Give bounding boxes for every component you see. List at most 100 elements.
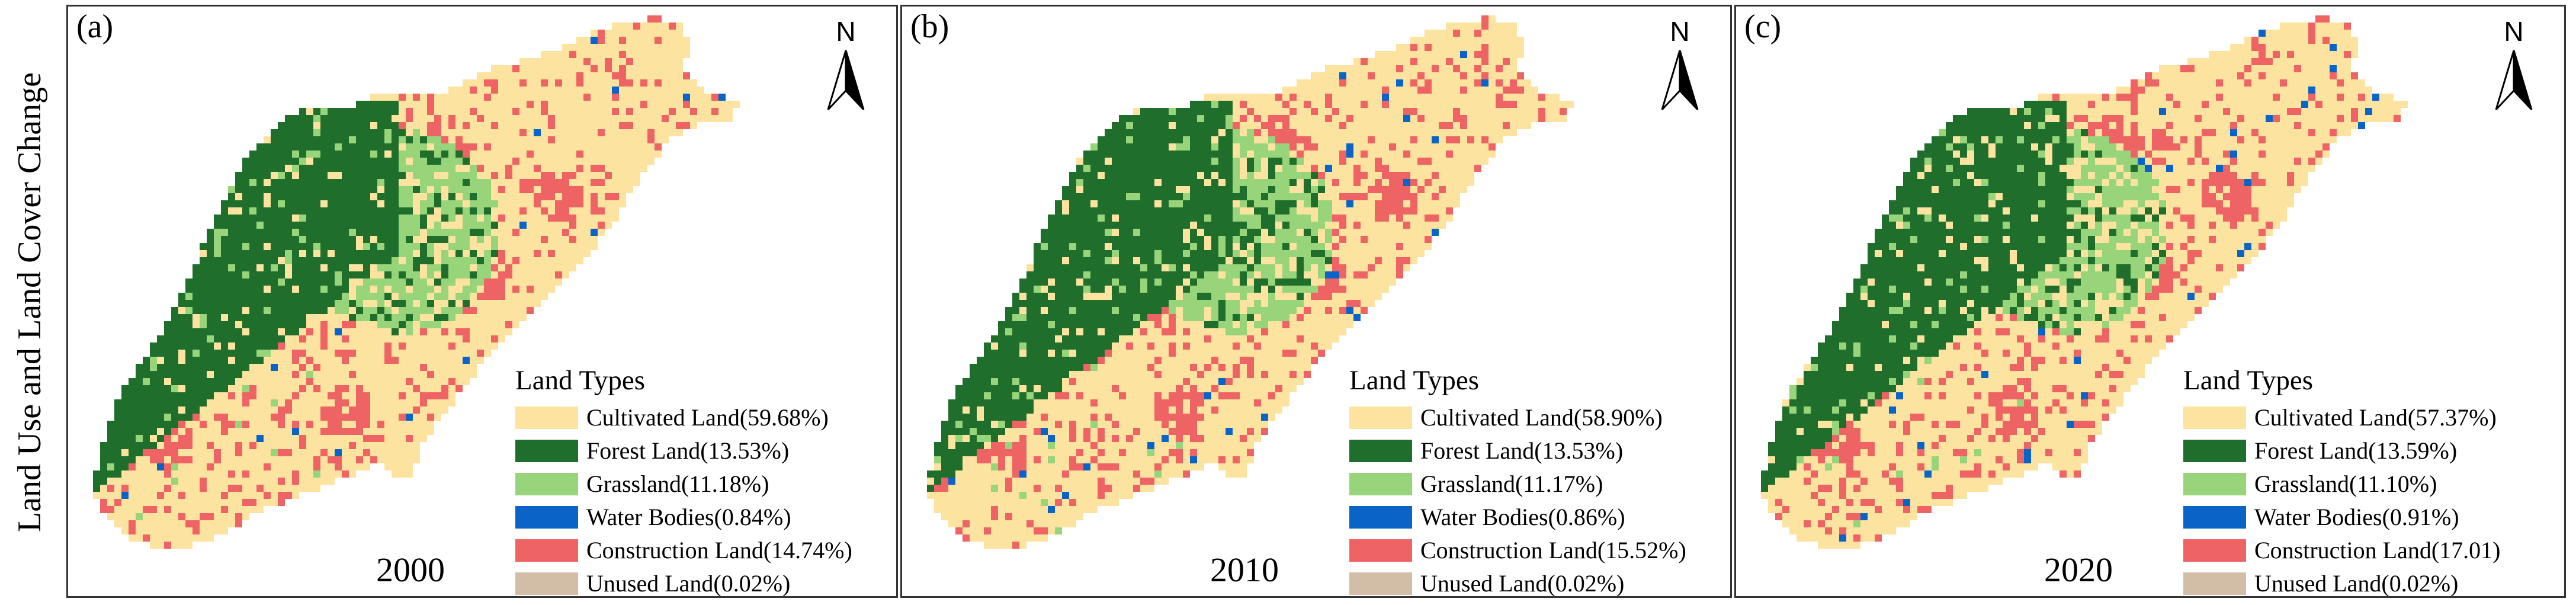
map-cell-cultivated — [271, 463, 278, 470]
map-cell-cultivated — [477, 94, 484, 101]
map-cell-cultivated — [640, 44, 647, 51]
map-cell-forest — [1126, 143, 1133, 151]
map-cell-forest — [328, 229, 335, 236]
map-cell-cultivated — [548, 286, 555, 293]
map-cell-cultivated — [413, 442, 420, 449]
map-cell-forest — [1119, 136, 1126, 143]
map-cell-forest — [164, 392, 171, 399]
map-cell-grassland — [1240, 136, 1247, 143]
map-cell-cultivated — [555, 250, 562, 257]
map-cell-cultivated — [541, 271, 548, 279]
map-cell-construction — [1396, 172, 1403, 179]
map-cell-cultivated — [1425, 30, 1432, 37]
map-cell-cultivated — [363, 385, 370, 392]
map-cell-construction — [185, 428, 193, 435]
map-cell-construction — [129, 463, 136, 470]
map-cell-cultivated — [491, 72, 498, 79]
map-cell-cultivated — [136, 456, 143, 463]
map-cell-cultivated — [285, 463, 292, 470]
map-cell-cultivated — [427, 385, 434, 392]
map-cell-forest — [1197, 129, 1204, 136]
map-cell-forest — [285, 321, 292, 328]
map-cell-cultivated — [349, 286, 356, 293]
map-cell-forest — [214, 335, 221, 342]
map-cell-cultivated — [406, 406, 413, 414]
map-cell-forest — [171, 314, 178, 321]
map-cell-cultivated — [249, 428, 256, 435]
map-cell-construction — [335, 428, 342, 435]
map-cell-forest — [1147, 108, 1154, 115]
map-cell-forest — [1119, 250, 1126, 257]
map-cell-construction — [1446, 58, 1453, 65]
map-cell-cultivated — [399, 179, 406, 186]
map-cell-cultivated — [1211, 136, 1218, 143]
map-cell-construction — [185, 435, 193, 442]
map-cell-forest — [1062, 279, 1069, 286]
map-cell-cultivated — [598, 200, 605, 207]
map-cell-cultivated — [484, 122, 491, 129]
map-cell-cultivated — [1268, 236, 1275, 243]
map-cell-cultivated — [548, 72, 555, 79]
map-cell-cultivated — [1446, 101, 1453, 108]
map-cell-forest — [427, 300, 434, 307]
map-cell-construction — [406, 435, 413, 442]
map-cell-cultivated — [448, 385, 455, 392]
map-cell-forest — [256, 179, 264, 186]
map-cell-grassland — [463, 286, 470, 293]
map-cell-construction — [1396, 200, 1403, 207]
map-cell-cultivated — [1254, 136, 1261, 143]
map-cell-cultivated — [669, 94, 676, 101]
map-cell-cultivated — [1446, 200, 1453, 207]
map-cell-grassland — [1318, 215, 1325, 222]
map-cell-forest — [157, 399, 164, 406]
map-cell-cultivated — [200, 499, 207, 506]
map-cell-cultivated — [392, 115, 399, 122]
map-cell-cultivated — [328, 172, 335, 179]
map-cell-cultivated — [569, 264, 576, 271]
map-cell-cultivated — [200, 492, 207, 499]
map-cell-forest — [1183, 179, 1190, 186]
map-cell-cultivated — [619, 186, 626, 193]
map-cell-grassland — [434, 143, 441, 151]
map-cell-cultivated — [200, 520, 207, 527]
map-cell-forest — [292, 314, 299, 321]
map-cell-cultivated — [612, 65, 619, 72]
map-cell-cultivated — [1332, 172, 1339, 179]
map-cell-cultivated — [541, 58, 548, 65]
map-cell-forest — [1190, 122, 1197, 129]
map-cell-forest — [228, 350, 235, 357]
map-cell-construction — [711, 108, 718, 115]
map-cell-grassland — [1297, 222, 1304, 229]
map-cell-cultivated — [498, 122, 505, 129]
map-cell-forest — [264, 207, 271, 215]
legend-label-construction: Construction Land(14.74%) — [586, 537, 852, 564]
map-cell-forest — [377, 136, 384, 143]
map-cell-cultivated — [1375, 136, 1382, 143]
map-cell-cultivated — [1353, 215, 1361, 222]
map-cell-cultivated — [1467, 37, 1474, 44]
map-cell-forest — [1204, 264, 1211, 271]
map-cell-cultivated — [235, 428, 242, 435]
map-cell-forest — [349, 250, 356, 257]
map-cell-cultivated — [662, 108, 669, 115]
map-cell-construction — [1389, 186, 1396, 193]
map-cell-construction — [264, 463, 271, 470]
map-cell-construction — [129, 520, 136, 527]
map-cell-cultivated — [505, 200, 512, 207]
map-cell-cultivated — [448, 136, 455, 143]
map-cell-construction — [1382, 193, 1389, 200]
map-cell-cultivated — [1226, 94, 1233, 101]
map-cell-forest — [1204, 143, 1211, 151]
map-cell-cultivated — [420, 421, 427, 428]
map-cell-forest — [1026, 279, 1034, 286]
map-cell-forest — [1218, 215, 1226, 222]
map-cell-grassland — [1282, 151, 1289, 158]
map-cell-cultivated — [1510, 94, 1517, 101]
map-cell-forest — [1176, 179, 1183, 186]
map-cell-cultivated — [640, 23, 647, 30]
map-cell-cultivated — [1304, 158, 1311, 165]
map-cell-cultivated — [1467, 87, 1474, 94]
map-cell-forest — [384, 172, 392, 179]
map-cell-cultivated — [143, 520, 150, 527]
map-cell-grassland — [477, 222, 484, 229]
